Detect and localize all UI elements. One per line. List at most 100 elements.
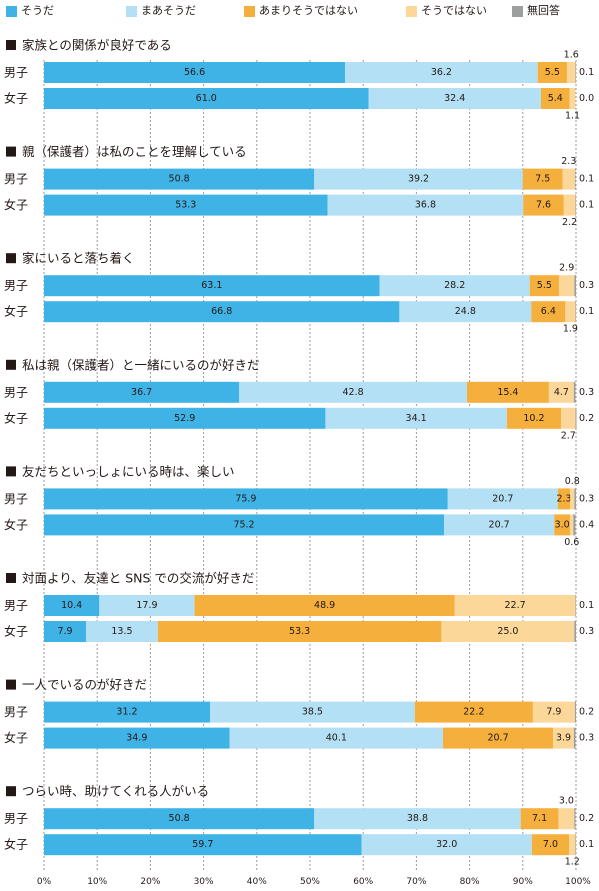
- data-label: 75.9: [235, 493, 256, 504]
- bar-segment: [444, 514, 555, 536]
- bar-segment: [531, 834, 570, 856]
- bar-segment: [506, 407, 562, 429]
- title-square-icon: [6, 146, 16, 157]
- data-label: 0.3: [579, 733, 594, 744]
- bar-segment: [414, 701, 533, 723]
- data-label: 5.4: [548, 93, 563, 104]
- bar-segment: [443, 727, 554, 749]
- x-tick-label: 0%: [37, 877, 52, 887]
- data-label: 50.8: [169, 174, 190, 185]
- bar-segment: [44, 62, 346, 83]
- bar-segment: [574, 808, 576, 830]
- group-label: 女子: [4, 730, 28, 745]
- bar-segment: [44, 595, 100, 616]
- bar-segment: [44, 88, 369, 109]
- x-tick-label: 20%: [140, 877, 160, 887]
- data-label: 0.1: [579, 306, 594, 317]
- bar-segment: [44, 514, 445, 536]
- group-label: 女子: [4, 624, 28, 639]
- bar-segment: [554, 514, 571, 536]
- data-label: 1.6: [564, 50, 579, 61]
- bar-segment: [569, 834, 576, 856]
- bar-segment: [574, 621, 576, 642]
- bar-segment: [399, 301, 532, 323]
- bar-segment: [157, 621, 442, 642]
- question-title: 家族との関係が良好である: [22, 38, 172, 53]
- data-label: 2.7: [561, 430, 576, 441]
- title-square-icon: [6, 786, 16, 797]
- group-label: 女子: [4, 304, 28, 319]
- data-label: 75.2: [233, 519, 254, 530]
- x-tick-label: 60%: [353, 877, 373, 887]
- data-label: 0.6: [564, 537, 579, 548]
- bar-segment: [558, 808, 575, 830]
- title-square-icon: [6, 40, 16, 50]
- bar-segment: [558, 275, 575, 297]
- data-label: 4.7: [554, 387, 569, 398]
- bar-segment: [44, 381, 240, 403]
- bar-segment: [447, 488, 558, 510]
- group-label: 男子: [4, 599, 28, 613]
- bar-segment: [557, 488, 571, 510]
- bar-segment: [573, 514, 576, 536]
- bar-segment: [44, 301, 400, 323]
- data-label: 0.2: [579, 413, 594, 424]
- data-label: 2.2: [562, 217, 577, 228]
- question-title: つらい時、助けてくれる人がいる: [22, 784, 209, 799]
- group-label: 男子: [4, 492, 28, 506]
- bar-segment: [44, 488, 448, 510]
- x-tick-label: 30%: [194, 877, 214, 887]
- bar-segment: [553, 727, 574, 749]
- x-tick-label: 90%: [513, 877, 533, 887]
- data-label: 52.9: [174, 413, 195, 424]
- bar-segment: [466, 381, 549, 403]
- bar-segment: [520, 808, 559, 830]
- bar-segment: [548, 381, 574, 403]
- bar-segment: [454, 595, 576, 616]
- data-label: 53.3: [175, 200, 196, 211]
- bar-segment: [575, 194, 576, 216]
- bar-segment: [327, 194, 524, 216]
- data-label: 0.2: [579, 707, 594, 718]
- bar-segment: [575, 301, 576, 323]
- bar-segment: [537, 62, 567, 83]
- bar-segment: [532, 701, 575, 723]
- data-label: 32.4: [444, 93, 465, 104]
- data-label: 2.9: [559, 263, 574, 274]
- bar-segment: [522, 168, 563, 190]
- data-label: 1.1: [565, 111, 580, 122]
- data-label: 20.7: [492, 493, 513, 504]
- bar-segment: [575, 595, 576, 616]
- data-label: 20.7: [487, 733, 508, 744]
- bar-segment: [44, 701, 210, 723]
- data-label: 42.8: [343, 387, 364, 398]
- data-label: 0.3: [579, 493, 594, 504]
- x-tick-label: 10%: [87, 877, 107, 887]
- legend-swatch: [406, 5, 417, 17]
- bar-segment: [529, 275, 559, 297]
- bar-segment: [575, 62, 576, 83]
- legend-swatch: [512, 5, 523, 17]
- data-label: 1.2: [565, 857, 580, 868]
- data-label: 28.2: [444, 280, 465, 291]
- title-square-icon: [6, 253, 16, 264]
- bar-segment: [345, 62, 538, 83]
- data-label: 10.4: [61, 600, 82, 611]
- question-title: 家にいると落ち着く: [22, 251, 135, 266]
- data-label: 7.9: [57, 626, 72, 637]
- x-axis: 0% 10% 20% 30% 40% 50% 60% 70% 80% 90% 100%: [37, 877, 591, 887]
- bar-segment: [569, 88, 576, 109]
- bar-segment: [44, 834, 362, 856]
- bar-segment: [44, 621, 87, 642]
- data-label: 32.0: [436, 839, 457, 850]
- bar-segment: [563, 194, 576, 216]
- bar-segment: [523, 194, 564, 216]
- bar-segment: [574, 275, 576, 297]
- legend-label: 無回答: [527, 4, 560, 17]
- bar-segment: [574, 168, 576, 190]
- data-label: 13.5: [111, 626, 132, 637]
- legend-label: まあそうだ: [141, 4, 196, 17]
